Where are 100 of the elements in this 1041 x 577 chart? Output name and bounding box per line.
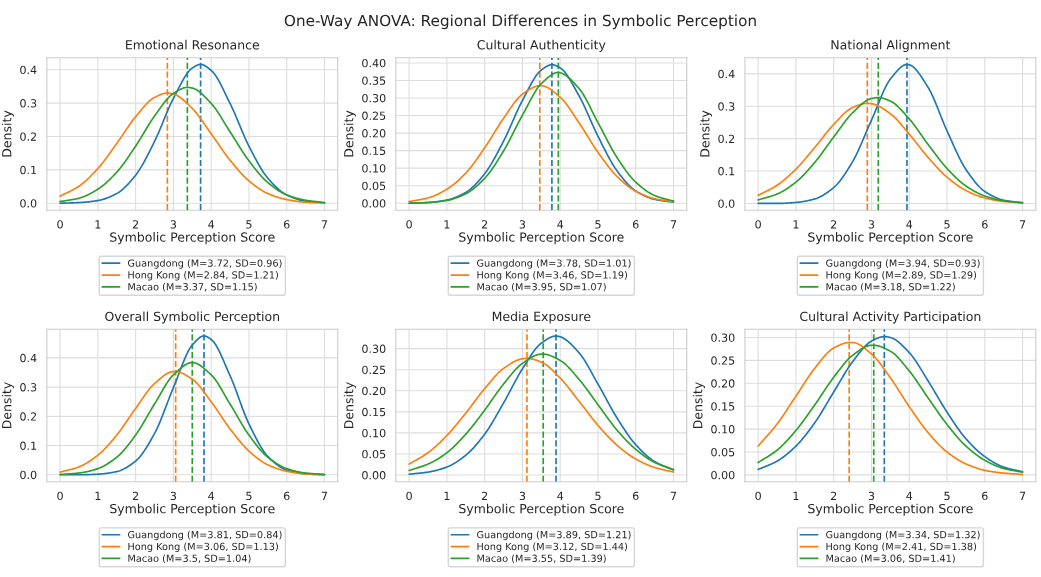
chart-title: Media Exposure xyxy=(492,311,591,324)
x-tick-label: 3 xyxy=(868,220,875,229)
y-tick-label: 0.3 xyxy=(20,383,37,392)
y-tick-label: 0.15 xyxy=(711,402,735,411)
y-tick-label: 0.2 xyxy=(20,132,37,141)
x-tick-label: 0 xyxy=(755,491,761,501)
y-tick-label: 0.35 xyxy=(362,76,386,85)
legend-label: Macao (M=3.06, SD=1.41) xyxy=(826,554,955,564)
y-tick-label: 0.1 xyxy=(20,165,37,175)
x-tick-label: 6 xyxy=(633,220,639,229)
x-tick-label: 2 xyxy=(132,491,139,500)
x-axis-title: Symbolic Perception Score xyxy=(808,503,973,516)
y-tick-label: 0.30 xyxy=(711,333,735,342)
legend-label: Macao (M=3.55, SD=1.39) xyxy=(477,554,606,564)
x-tick-label: 3 xyxy=(519,220,526,229)
x-tick-label: 7 xyxy=(321,220,328,229)
x-tick-label: 7 xyxy=(670,220,677,229)
y-tick-label: 0.05 xyxy=(362,181,386,191)
legend-label: Hong Kong (M=3.46, SD=1.19) xyxy=(477,271,627,281)
y-tick-label: 0.10 xyxy=(711,425,735,434)
y-tick-label: 0.1 xyxy=(718,167,735,176)
y-axis-title: Density xyxy=(1,382,14,429)
chart-title: Overall Symbolic Perception xyxy=(105,311,280,324)
legend-label: Macao (M=3.5, SD=1.04) xyxy=(128,554,251,564)
x-axis-title: Symbolic Perception Score xyxy=(110,232,275,245)
x-tick-label: 0 xyxy=(57,491,63,501)
legend-label: Guangdong (M=3.34, SD=1.32) xyxy=(826,530,980,541)
y-axis-title: Density xyxy=(343,382,356,429)
y-tick-label: 0.0 xyxy=(20,199,37,208)
x-tick-label: 1 xyxy=(95,491,101,500)
x-tick-label: 4 xyxy=(557,491,564,500)
y-tick-label: 0.20 xyxy=(362,386,386,396)
x-tick-label: 4 xyxy=(906,220,913,229)
x-tick-label: 3 xyxy=(170,491,177,501)
x-tick-label: 6 xyxy=(982,220,988,229)
x-tick-label: 3 xyxy=(868,491,875,501)
y-tick-label: 0.15 xyxy=(362,146,386,156)
chart-title: Cultural Authenticity xyxy=(477,39,606,52)
x-tick-label: 5 xyxy=(246,220,252,229)
chart-title: Emotional Resonance xyxy=(126,39,260,50)
x-tick-label: 7 xyxy=(321,491,328,500)
text: One-Way ANOVA: Regional Differences in Symbolic Perception xyxy=(284,14,756,30)
y-axis-title: Density xyxy=(699,110,712,157)
y-tick-label: 0.15 xyxy=(362,407,386,417)
x-axis-title: Symbolic Perception Score xyxy=(459,232,624,245)
y-axis-title: Density xyxy=(692,382,705,429)
y-tick-label: 0.2 xyxy=(20,412,37,421)
x-tick-label: 6 xyxy=(283,220,290,229)
legend-label: Hong Kong (M=2.84, SD=1.21) xyxy=(128,271,278,281)
x-tick-label: 3 xyxy=(519,491,526,501)
x-tick-label: 5 xyxy=(944,220,950,229)
y-tick-label: 0.25 xyxy=(711,356,735,365)
legend-label: Hong Kong (M=3.06, SD=1.13) xyxy=(128,542,278,553)
x-tick-label: 0 xyxy=(406,491,412,501)
x-tick-label: 4 xyxy=(557,220,564,229)
legend-label: Macao (M=3.95, SD=1.07) xyxy=(477,282,606,292)
x-tick-label: 6 xyxy=(283,491,290,501)
x-tick-label: 1 xyxy=(444,491,450,500)
legend-label: Guangdong (M=3.94, SD=0.93) xyxy=(826,259,980,269)
y-tick-label: 0.0 xyxy=(20,470,37,480)
y-tick-label: 0.05 xyxy=(362,449,386,459)
x-tick-label: 4 xyxy=(208,220,215,229)
x-tick-label: 7 xyxy=(1019,491,1026,500)
legend-label: Guangdong (M=3.89, SD=1.21) xyxy=(477,530,631,541)
x-tick-label: 2 xyxy=(481,220,488,229)
x-tick-label: 2 xyxy=(481,491,488,500)
x-tick-label: 1 xyxy=(793,491,799,500)
x-tick-label: 0 xyxy=(57,220,63,229)
x-tick-label: 4 xyxy=(208,491,215,500)
y-tick-label: 0.2 xyxy=(718,134,735,144)
x-axis-title: Symbolic Perception Score xyxy=(459,503,624,516)
y-tick-label: 0.00 xyxy=(362,199,386,208)
y-tick-label: 0.4 xyxy=(20,65,37,75)
legend-label: Hong Kong (M=2.89, SD=1.29) xyxy=(826,271,977,281)
x-tick-label: 2 xyxy=(830,220,837,229)
y-axis-title: Density xyxy=(343,110,356,157)
legend-label: Macao (M=3.18, SD=1.22) xyxy=(826,282,955,292)
x-tick-label: 3 xyxy=(170,220,177,229)
y-tick-label: 0.10 xyxy=(362,164,386,173)
y-tick-label: 0.10 xyxy=(362,428,386,438)
y-tick-label: 0.4 xyxy=(20,353,37,363)
y-tick-label: 0.25 xyxy=(362,111,386,120)
x-tick-label: 1 xyxy=(444,220,450,229)
x-tick-label: 0 xyxy=(406,220,412,229)
y-tick-label: 0.3 xyxy=(20,99,37,108)
x-tick-label: 1 xyxy=(95,220,101,229)
x-tick-label: 2 xyxy=(830,491,837,500)
legend-label: Guangdong (M=3.78, SD=1.01) xyxy=(477,259,631,269)
y-tick-label: 0.1 xyxy=(20,441,37,450)
x-axis-title: Symbolic Perception Score xyxy=(110,503,275,516)
legend-label: Macao (M=3.37, SD=1.15) xyxy=(128,282,257,292)
y-tick-label: 0.30 xyxy=(362,344,386,354)
legend-label: Guangdong (M=3.72, SD=0.96) xyxy=(128,259,282,269)
x-tick-label: 0 xyxy=(755,220,761,229)
x-tick-label: 6 xyxy=(633,491,639,501)
x-tick-label: 7 xyxy=(670,491,677,500)
x-tick-label: 5 xyxy=(944,491,950,501)
y-tick-label: 0.3 xyxy=(718,102,735,111)
x-tick-label: 5 xyxy=(595,491,601,501)
y-axis-title: Density xyxy=(1,110,14,157)
